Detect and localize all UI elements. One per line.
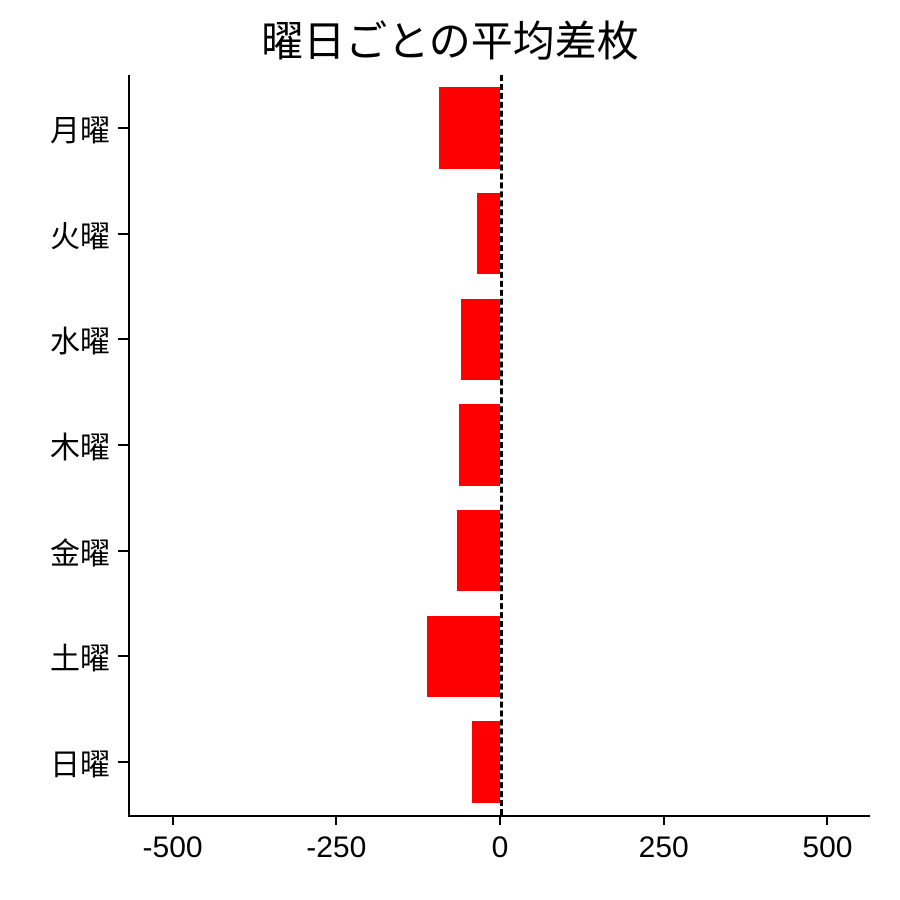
bar bbox=[477, 193, 500, 274]
y-tick-label: 月曜 bbox=[50, 106, 110, 150]
y-tick-label: 火曜 bbox=[50, 212, 110, 256]
bar bbox=[461, 299, 500, 380]
bar bbox=[459, 404, 500, 485]
x-tick-label: -500 bbox=[143, 831, 203, 865]
y-tick bbox=[118, 655, 128, 657]
bar bbox=[439, 87, 500, 168]
x-tick bbox=[663, 815, 665, 825]
y-tick bbox=[118, 233, 128, 235]
x-tick-label: -250 bbox=[306, 831, 366, 865]
bar bbox=[457, 510, 500, 591]
x-tick bbox=[499, 815, 501, 825]
y-tick bbox=[118, 444, 128, 446]
y-axis-line bbox=[128, 75, 130, 817]
y-tick bbox=[118, 127, 128, 129]
bar bbox=[472, 721, 500, 802]
y-tick bbox=[118, 338, 128, 340]
x-tick bbox=[335, 815, 337, 825]
y-tick-label: 木曜 bbox=[50, 423, 110, 467]
x-tick-label: 500 bbox=[802, 831, 852, 865]
chart-title: 曜日ごとの平均差枚 bbox=[0, 8, 900, 69]
x-tick bbox=[172, 815, 174, 825]
y-tick-label: 水曜 bbox=[50, 317, 110, 361]
y-tick-label: 金曜 bbox=[50, 529, 110, 573]
y-tick-label: 日曜 bbox=[50, 740, 110, 784]
bar bbox=[427, 616, 500, 697]
zero-reference-line bbox=[500, 75, 503, 815]
x-tick-label: 250 bbox=[639, 831, 689, 865]
x-tick bbox=[826, 815, 828, 825]
chart-container: 曜日ごとの平均差枚 -500-2500250500月曜火曜水曜木曜金曜土曜日曜 bbox=[0, 0, 900, 900]
y-tick-label: 土曜 bbox=[50, 634, 110, 678]
x-tick-label: 0 bbox=[492, 831, 509, 865]
y-tick bbox=[118, 761, 128, 763]
plot-area: -500-2500250500月曜火曜水曜木曜金曜土曜日曜 bbox=[130, 75, 870, 815]
y-tick bbox=[118, 550, 128, 552]
